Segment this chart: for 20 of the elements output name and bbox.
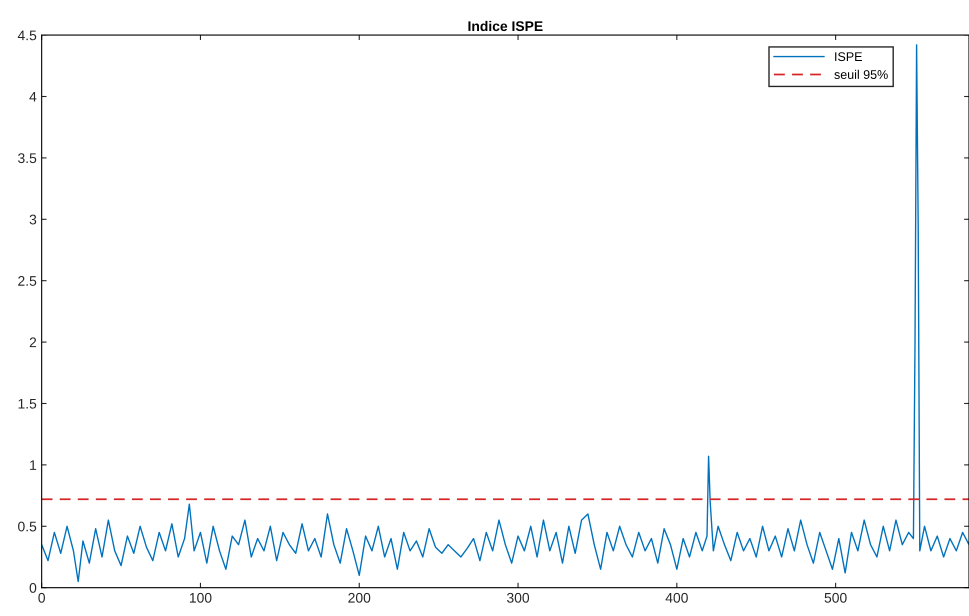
y-tick-label: 2.5 bbox=[18, 276, 36, 286]
x-tick-label: 400 bbox=[666, 592, 688, 603]
y-tick-label: 4 bbox=[29, 92, 36, 102]
y-tick-label: 2 bbox=[30, 337, 36, 348]
line-series bbox=[42, 44, 969, 582]
x-tick-label: 500 bbox=[824, 592, 847, 603]
legend-label: ISPE bbox=[835, 52, 862, 62]
x-tick-label: 200 bbox=[348, 592, 370, 603]
y-tick-label: 1 bbox=[30, 460, 36, 470]
y-tick-label: 4.5 bbox=[18, 30, 36, 40]
y-tick-label: 0.5 bbox=[18, 522, 36, 532]
x-tick-label: 0 bbox=[38, 592, 45, 603]
y-tick-label: 0 bbox=[30, 583, 36, 593]
x-tick-label: 300 bbox=[506, 592, 530, 603]
x-tick-label: 100 bbox=[190, 592, 212, 603]
y-tick-label: 3 bbox=[30, 214, 36, 224]
y-tick-label: 1.5 bbox=[18, 398, 36, 409]
chart-title: Indice ISPE bbox=[468, 20, 543, 32]
y-tick-label: 3.5 bbox=[18, 153, 36, 164]
legend-label: seuil 95% bbox=[834, 70, 888, 79]
